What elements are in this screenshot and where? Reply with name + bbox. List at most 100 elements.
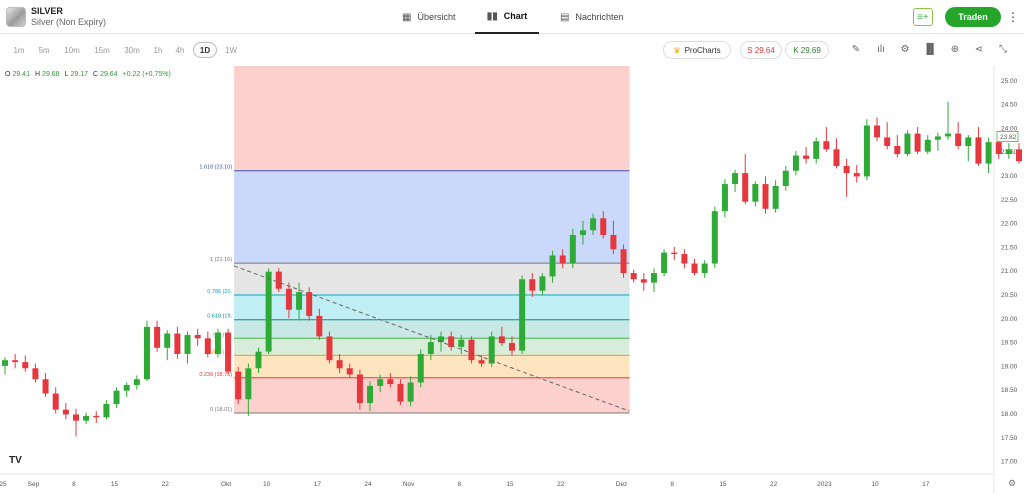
- candle-down: [52, 393, 59, 410]
- chart-type-icon[interactable]: ▐▌: [923, 44, 938, 55]
- chart-icon: ▮▮: [486, 10, 498, 22]
- collapse-icon[interactable]: ⤡: [999, 44, 1007, 55]
- candle-up: [1005, 149, 1012, 155]
- buy-price-button[interactable]: K 29.69: [785, 41, 829, 59]
- x-tick-label: 8: [670, 481, 674, 488]
- timeframe-4h[interactable]: 4h: [175, 45, 185, 55]
- fib-level-label: 1 (21.16): [210, 257, 232, 263]
- x-tick-label: 8: [72, 481, 76, 488]
- candle-down: [194, 334, 201, 339]
- fib-zone-382: [234, 355, 630, 378]
- tab-news-label: Nachrichten: [575, 12, 624, 22]
- candle-down: [32, 368, 39, 380]
- candle-down: [72, 414, 79, 421]
- y-tick-label: 19.00: [1001, 363, 1018, 370]
- draw-pencil-icon[interactable]: ✎: [851, 44, 861, 55]
- candle-down: [285, 288, 292, 310]
- fib-level-label: 0.5 (19.: [213, 332, 232, 338]
- news-icon: ▤: [560, 11, 570, 23]
- candle-up: [904, 133, 911, 155]
- close-value: 29.64: [100, 71, 118, 78]
- candle-up: [590, 218, 597, 231]
- candle-down: [397, 383, 404, 402]
- trend-line: [233, 265, 630, 412]
- timeframe-1h[interactable]: 1h: [153, 45, 163, 55]
- indicators-icon[interactable]: ılı: [877, 44, 885, 55]
- add-to-watchlist-button[interactable]: ≡+: [913, 8, 933, 26]
- fib-zone-1618: [234, 170, 630, 264]
- trade-button[interactable]: Traden: [945, 7, 1001, 27]
- y-tick-label: 21.00: [1001, 268, 1018, 275]
- candle-down: [509, 343, 515, 351]
- timeframe-30m[interactable]: 30m: [124, 45, 140, 55]
- x-tick-label: 15: [111, 481, 119, 488]
- x-tick-label: 15: [719, 481, 727, 488]
- candle-down: [803, 155, 810, 159]
- chart-settings-icon[interactable]: ⚙: [1008, 478, 1017, 488]
- candle-down: [630, 273, 637, 280]
- y-tick-label: 22.50: [1001, 197, 1018, 204]
- candle-up: [417, 353, 424, 383]
- y-tick-label: 18.50: [1001, 387, 1018, 394]
- tab-chart[interactable]: ▮▮ Chart: [475, 0, 539, 34]
- open-key: O: [5, 71, 11, 78]
- candle-up: [214, 332, 221, 354]
- more-options-icon[interactable]: ⋮: [1007, 10, 1019, 24]
- timeframe-5m[interactable]: 5m: [38, 45, 50, 55]
- candle-up: [661, 252, 668, 274]
- timeframe-1m[interactable]: 1m: [13, 45, 25, 55]
- candle-up: [934, 136, 941, 140]
- candle-up: [772, 185, 779, 209]
- candle-up: [924, 139, 931, 152]
- x-tick-label: 22: [770, 481, 778, 488]
- share-icon[interactable]: ⋖: [974, 44, 984, 55]
- prochart-button[interactable]: ♛ ProCharts: [663, 41, 731, 59]
- candle-up: [732, 173, 739, 185]
- candle-up: [863, 125, 870, 177]
- timeframe-1D[interactable]: 1D: [193, 42, 217, 58]
- candle-up: [438, 336, 445, 343]
- add-comparison-icon[interactable]: ⊕: [950, 44, 960, 55]
- candle-down: [742, 173, 749, 202]
- tab-news[interactable]: ▤ Nachrichten: [560, 0, 623, 34]
- fib-level-label: 0.236 (18.75): [199, 372, 232, 378]
- sell-price-button[interactable]: S 29.64: [740, 41, 782, 59]
- y-tick-label: 24.00: [1001, 125, 1018, 132]
- candle-down: [823, 141, 830, 150]
- candle-up: [133, 379, 140, 385]
- high-key: H: [34, 71, 41, 78]
- y-tick-label: 20.00: [1001, 316, 1018, 323]
- candle-down: [914, 133, 921, 152]
- tab-overview[interactable]: ▦ Übersicht: [402, 0, 455, 34]
- candle-down: [204, 338, 211, 354]
- timeframe-10m[interactable]: 10m: [64, 45, 80, 55]
- candle-down: [995, 142, 1002, 155]
- grid-icon: ▦: [402, 11, 412, 23]
- candle-up: [813, 141, 820, 159]
- candle-down: [874, 125, 881, 138]
- x-tick-label: 24: [364, 481, 372, 488]
- instrument-symbol: SILVER: [31, 6, 63, 16]
- timeframe-1W[interactable]: 1W: [225, 45, 237, 55]
- x-tick-label: 2023: [817, 481, 832, 488]
- settings-gear-icon[interactable]: ⚙: [900, 44, 910, 55]
- candle-up: [164, 333, 171, 348]
- timeframe-15m[interactable]: 15m: [94, 45, 110, 55]
- candle-down: [387, 379, 394, 384]
- candle-down: [975, 137, 982, 164]
- tab-overview-label: Übersicht: [417, 12, 456, 22]
- candle-up: [711, 211, 718, 264]
- low-value: 29.17: [70, 71, 89, 78]
- candle-down: [478, 360, 485, 364]
- candle-up: [407, 382, 414, 402]
- x-tick-label: Nov: [403, 481, 415, 488]
- candle-down: [681, 254, 688, 264]
- candle-down: [468, 339, 475, 361]
- candle-up: [113, 390, 120, 404]
- x-tick-label: 10: [871, 481, 879, 488]
- price-chart[interactable]: 25.0024.5024.0023.5023.0022.5022.0021.50…: [0, 66, 1024, 493]
- x-tick-label: Sep: [28, 481, 40, 488]
- y-tick-label: 24.50: [1001, 102, 1018, 109]
- candle-down: [640, 279, 647, 283]
- x-tick-label: 15: [506, 481, 514, 488]
